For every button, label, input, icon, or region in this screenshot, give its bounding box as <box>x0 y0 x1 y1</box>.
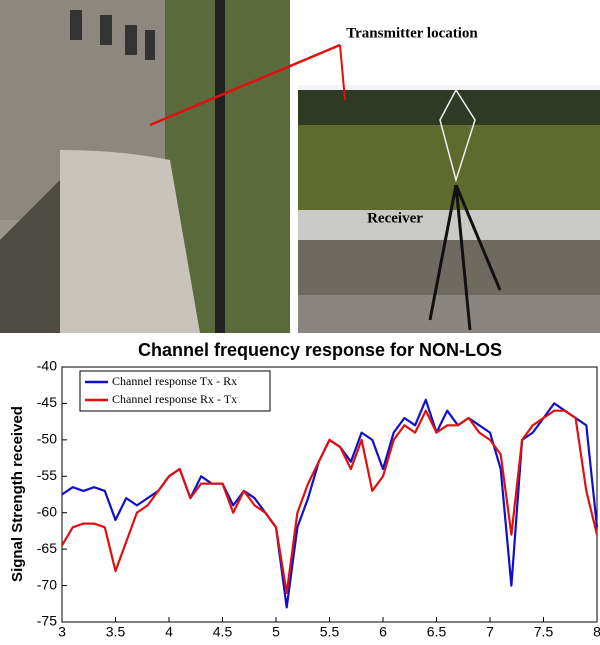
x-tick-label: 4.5 <box>213 624 233 640</box>
photo-field <box>298 85 600 333</box>
y-axis-label: Signal Strength received <box>9 406 26 582</box>
x-tick-label: 8 <box>593 624 600 640</box>
annotation: Receiver <box>367 210 423 226</box>
y-tick-label: -55 <box>37 467 57 483</box>
series-line <box>61 398 599 609</box>
legend-label: Channel response Tx - Rx <box>112 374 237 388</box>
x-tick-label: 3.5 <box>106 624 126 640</box>
x-tick-label: 5.5 <box>320 624 340 640</box>
legend-label: Channel response Rx - Tx <box>112 392 237 406</box>
arrow <box>149 43 341 127</box>
x-tick-label: 6 <box>379 624 387 640</box>
x-tick-label: 5 <box>272 624 280 640</box>
x-tick-label: 4 <box>165 624 173 640</box>
y-tick-label: -50 <box>37 431 57 447</box>
y-tick-label: -70 <box>37 576 57 592</box>
x-tick-label: 3 <box>58 624 66 640</box>
y-tick-label: -75 <box>37 613 57 629</box>
chart-title: Channel frequency response for NON-LOS <box>138 340 502 360</box>
x-tick-label: 7 <box>486 624 494 640</box>
annotation: Transmitter location <box>346 25 478 41</box>
y-tick-label: -45 <box>37 394 57 410</box>
y-tick-label: -60 <box>37 503 57 519</box>
series-line <box>61 409 599 594</box>
legend-box <box>79 370 271 412</box>
x-tick-label: 7.5 <box>534 624 554 640</box>
x-tick-label: 6.5 <box>427 624 447 640</box>
y-tick-label: -65 <box>37 540 57 556</box>
y-tick-label: -40 <box>37 358 57 374</box>
photo-building <box>0 0 290 333</box>
arrow <box>339 44 346 101</box>
